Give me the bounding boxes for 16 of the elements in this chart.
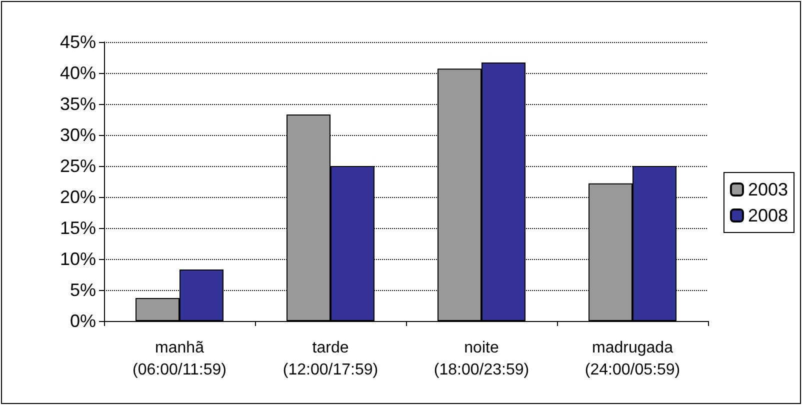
y-tick-label: 15% — [60, 218, 96, 238]
y-tick-label: 45% — [60, 32, 96, 52]
y-tick-label: 30% — [60, 125, 96, 145]
x-tick-label: madrugada (24:00/05:59) — [584, 340, 680, 378]
y-tick-label: 35% — [60, 94, 96, 114]
y-tick-label: 25% — [60, 156, 96, 176]
y-tick-label: 40% — [60, 63, 96, 83]
y-tick-label: 5% — [70, 280, 96, 300]
y-tick-label: 0% — [70, 311, 96, 331]
legend-label: 2003 — [748, 180, 788, 200]
legend-label: 2008 — [748, 206, 788, 226]
x-tick-label: tarde (12:00/17:59) — [282, 340, 378, 378]
y-tick-label: 20% — [60, 187, 96, 207]
y-tick-label: 10% — [60, 249, 96, 269]
x-tick-label: manhã (06:00/11:59) — [132, 340, 226, 378]
x-tick-label: noite (18:00/23:59) — [434, 340, 530, 378]
